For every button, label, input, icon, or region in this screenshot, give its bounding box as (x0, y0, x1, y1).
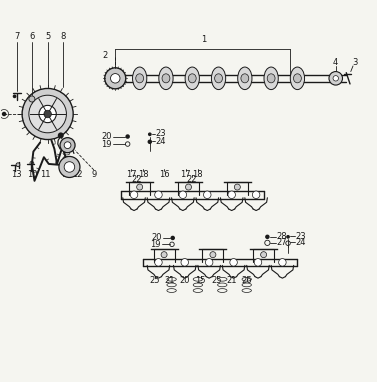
Text: 22: 22 (132, 175, 142, 184)
Text: 5: 5 (45, 32, 50, 42)
Text: 21: 21 (164, 276, 175, 285)
Circle shape (58, 133, 64, 138)
Ellipse shape (188, 74, 196, 83)
Text: 7: 7 (14, 32, 20, 42)
Ellipse shape (162, 74, 170, 83)
Circle shape (286, 235, 290, 239)
Ellipse shape (267, 74, 275, 83)
Text: 10: 10 (27, 170, 37, 179)
Circle shape (105, 68, 126, 89)
Circle shape (230, 259, 238, 266)
Circle shape (60, 138, 75, 153)
Ellipse shape (290, 67, 305, 90)
Circle shape (126, 134, 130, 139)
Text: 20: 20 (101, 132, 112, 141)
Circle shape (252, 191, 260, 199)
Circle shape (16, 163, 20, 167)
Circle shape (181, 259, 188, 266)
Circle shape (110, 74, 120, 83)
Circle shape (279, 259, 286, 266)
Ellipse shape (133, 67, 147, 90)
Text: 27: 27 (277, 238, 287, 247)
Text: 23: 23 (296, 231, 306, 241)
Text: 24: 24 (296, 238, 306, 247)
Circle shape (210, 252, 216, 258)
Circle shape (155, 191, 162, 199)
Ellipse shape (159, 67, 173, 90)
Ellipse shape (185, 67, 199, 90)
Text: 18: 18 (193, 170, 203, 179)
Text: 13: 13 (12, 170, 22, 179)
Circle shape (13, 94, 17, 98)
Text: 25: 25 (149, 276, 160, 285)
Text: 18: 18 (138, 170, 149, 179)
Text: 28: 28 (277, 232, 287, 241)
Circle shape (234, 184, 240, 190)
Text: 4: 4 (333, 58, 339, 67)
Text: 12: 12 (72, 170, 83, 179)
Circle shape (22, 89, 73, 139)
Ellipse shape (215, 74, 222, 83)
Circle shape (179, 191, 187, 199)
Circle shape (204, 191, 211, 199)
Text: 26: 26 (241, 276, 252, 285)
Circle shape (333, 76, 339, 81)
Text: 3: 3 (352, 58, 357, 67)
Circle shape (155, 259, 162, 266)
Text: 1: 1 (201, 35, 206, 44)
Circle shape (44, 110, 51, 118)
Ellipse shape (264, 67, 278, 90)
Circle shape (29, 95, 66, 133)
Text: 2: 2 (103, 50, 108, 60)
Text: 21: 21 (227, 276, 237, 285)
Circle shape (39, 105, 56, 123)
Ellipse shape (136, 74, 144, 83)
Circle shape (147, 139, 152, 144)
Circle shape (329, 71, 342, 85)
Circle shape (59, 157, 80, 178)
Circle shape (64, 162, 75, 172)
Ellipse shape (238, 67, 252, 90)
Circle shape (137, 184, 143, 190)
Text: 11: 11 (40, 170, 50, 179)
Text: 16: 16 (159, 170, 169, 179)
Circle shape (228, 191, 236, 199)
Circle shape (170, 236, 175, 240)
Text: 20: 20 (151, 233, 161, 243)
Text: 8: 8 (60, 32, 65, 42)
Text: 17: 17 (126, 170, 137, 179)
Text: 23: 23 (156, 129, 167, 138)
Circle shape (261, 252, 267, 258)
Text: 22: 22 (186, 175, 197, 184)
Text: 19: 19 (150, 240, 161, 249)
Text: 15: 15 (195, 276, 206, 285)
Ellipse shape (241, 74, 249, 83)
Circle shape (29, 96, 35, 102)
Circle shape (161, 252, 167, 258)
Ellipse shape (211, 67, 226, 90)
Circle shape (148, 133, 152, 136)
Text: 19: 19 (101, 139, 112, 149)
Text: 24: 24 (156, 136, 166, 146)
Text: 6: 6 (29, 32, 35, 42)
Circle shape (185, 184, 192, 190)
Circle shape (265, 235, 270, 239)
Circle shape (254, 259, 262, 266)
Circle shape (2, 112, 6, 116)
Circle shape (64, 142, 71, 149)
Circle shape (130, 191, 138, 199)
Text: 14: 14 (61, 170, 72, 179)
Text: 17: 17 (181, 170, 191, 179)
Circle shape (205, 259, 213, 266)
Text: 9: 9 (91, 170, 97, 179)
Text: 20: 20 (179, 276, 190, 285)
Ellipse shape (294, 74, 301, 83)
Text: 25: 25 (211, 276, 222, 285)
